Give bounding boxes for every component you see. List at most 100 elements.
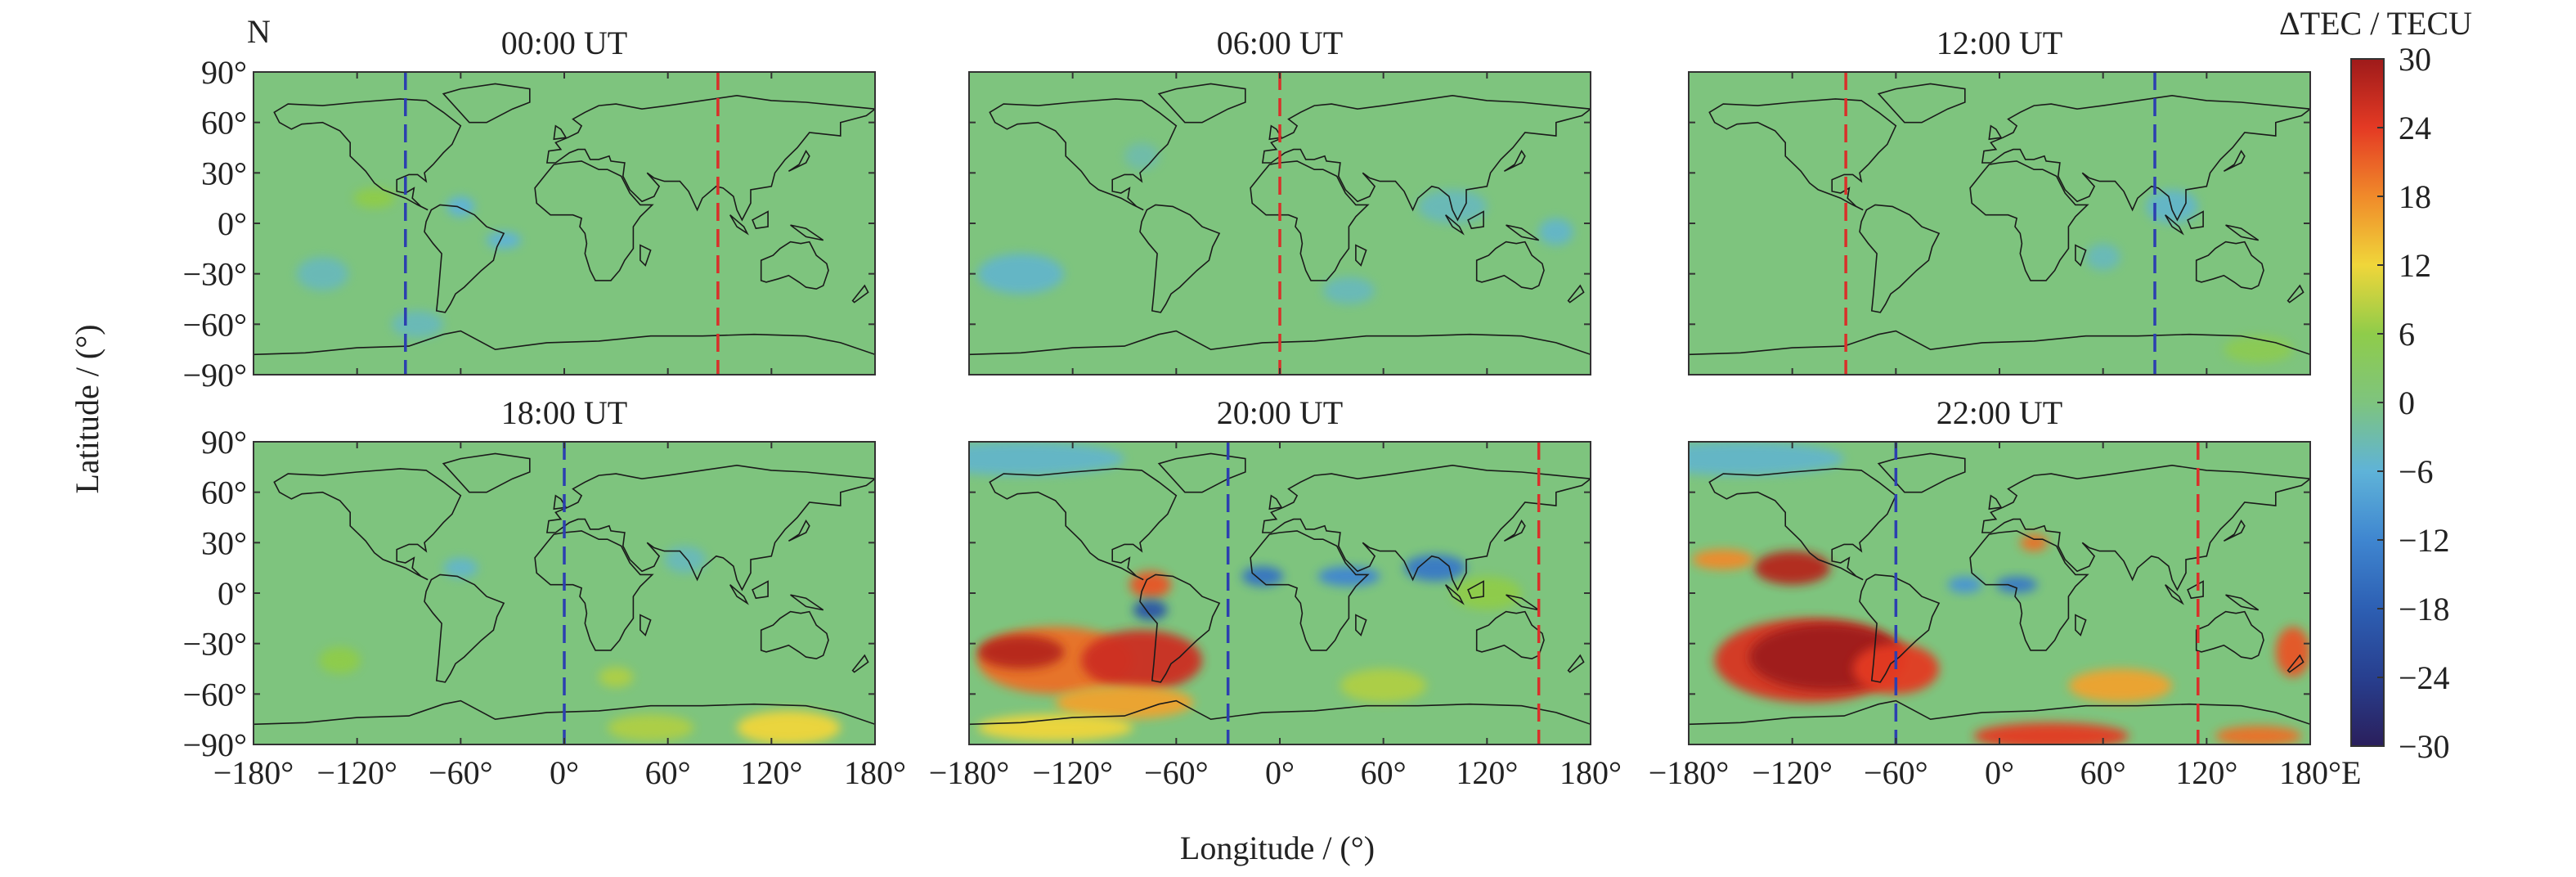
panel-title: 18:00 UT: [501, 394, 627, 431]
x-axis-label: Longitude / (°): [1180, 830, 1375, 866]
coastline: [1268, 124, 1283, 141]
coastlines: [254, 452, 875, 726]
tec-anomaly-cell: [487, 232, 522, 249]
tec-anomaly-cell: [1692, 549, 1755, 570]
x-tick-label: −180°: [1649, 754, 1730, 791]
coastline: [273, 468, 462, 581]
coastline: [1567, 654, 1585, 673]
x-tick-label: 0°: [550, 754, 579, 791]
coastline: [534, 530, 654, 651]
coastline-antarctica: [969, 330, 1591, 356]
coastline: [1969, 530, 2089, 651]
colorbar-tick-label: −18: [2399, 591, 2450, 627]
coastline: [1708, 468, 1897, 581]
colorbar-tick-label: 18: [2399, 178, 2431, 215]
x-tick-label: −60°: [429, 754, 493, 791]
coastline: [442, 83, 531, 124]
x-tick-label: 60°: [1361, 754, 1407, 791]
tec-anomaly-cell: [2068, 668, 2173, 703]
anomaly-layer: [1689, 442, 2310, 744]
coastline: [851, 654, 869, 673]
y-tick-label: −90°: [182, 357, 247, 394]
coastline: [1503, 519, 1526, 542]
x-tick-label: 120°: [2175, 754, 2237, 791]
coastline: [545, 94, 875, 222]
coastline: [553, 124, 568, 141]
y-tick-label: 90°: [201, 54, 247, 91]
tec-anomaly-cell: [391, 310, 444, 338]
tec-anomaly-cell: [1538, 218, 1573, 245]
colorbar-tick-label: −24: [2399, 659, 2450, 696]
coastline: [729, 584, 749, 605]
tec-anomaly-cell: [1241, 566, 1284, 587]
coastline-antarctica: [1689, 330, 2310, 356]
x-tick-label: −120°: [1032, 754, 1113, 791]
tec-anomaly-cell: [1417, 189, 1488, 223]
tec-anomaly-cell: [969, 442, 1124, 476]
anomaly-layer: [319, 546, 841, 744]
coastline: [640, 244, 652, 267]
coastline: [1988, 124, 2003, 141]
tec-anomaly-cell: [977, 714, 1133, 741]
coastline: [442, 452, 531, 493]
tec-anomaly-cell: [607, 714, 694, 741]
coastline: [1503, 150, 1526, 173]
tec-anomaly-cell: [2085, 243, 2120, 271]
panel-title: 06:00 UT: [1217, 25, 1343, 61]
colorbar-tick-label: −6: [2399, 453, 2434, 490]
x-tick-label: −60°: [1144, 754, 1209, 791]
coastlines: [254, 83, 875, 356]
tec-anomaly-cell: [1322, 277, 1376, 304]
panel-background: [254, 442, 875, 744]
coastline: [752, 580, 769, 600]
panel-3: 12:00 UT: [1688, 25, 2311, 376]
coastline: [788, 519, 810, 542]
coastline: [1475, 241, 1545, 290]
tec-anomaly-cell: [664, 546, 707, 573]
colorbar-tick-label: 24: [2399, 110, 2431, 146]
coastlines: [969, 452, 1591, 726]
tec-anomaly-cell: [1754, 551, 1831, 585]
tec-anomaly-cell: [1452, 576, 1522, 610]
corner-label: N: [247, 13, 271, 50]
coastline: [1268, 494, 1283, 510]
x-tick-label: 180°: [1560, 754, 1622, 791]
coastline: [2225, 224, 2260, 241]
x-tick-label: 60°: [645, 754, 691, 791]
colorbar-tick-label: 6: [2399, 316, 2415, 353]
colorbar-title: ΔTEC / TECU: [2279, 5, 2472, 42]
tec-anomaly-cell: [2275, 627, 2310, 677]
coastline-antarctica: [254, 330, 875, 356]
coastline: [1467, 580, 1484, 600]
panel-1: 00:00 UT 90° 60° 30° 0° −30° −60° −90°: [182, 25, 876, 394]
x-tick-label: 0°: [1985, 754, 2014, 791]
tec-anomaly-cell: [1689, 442, 1844, 476]
panel-5: 20:00 UT −180° −120° −60° 0° 60° 120° 180°: [929, 394, 1622, 791]
coastline: [729, 214, 749, 236]
coastline: [1467, 210, 1484, 230]
panel-background: [1689, 72, 2310, 375]
tec-anomaly-cell: [353, 187, 396, 209]
colorbar-tick-label: −30: [2399, 728, 2450, 765]
coastline-antarctica: [969, 699, 1591, 726]
coastline: [273, 98, 462, 211]
coastline: [424, 573, 505, 683]
coastline: [760, 241, 829, 290]
coastline: [1877, 452, 1966, 493]
tec-anomaly-cell: [296, 257, 349, 291]
coastline: [2075, 244, 2087, 267]
x-tick-label: 180°E: [2279, 754, 2361, 791]
tec-anomaly-cell: [443, 557, 478, 578]
coastline: [2287, 654, 2304, 673]
y-tick-label: 0°: [218, 205, 247, 242]
panel-title: 20:00 UT: [1217, 394, 1343, 431]
coastline: [545, 464, 875, 591]
tec-anomaly-cell: [977, 635, 1065, 669]
tec-anomaly-cell: [1995, 576, 2038, 593]
y-tick-label: 30°: [201, 155, 247, 191]
panel-title: 00:00 UT: [501, 25, 627, 61]
tec-anomaly-cell: [2215, 726, 2302, 744]
y-tick-label: −30°: [182, 626, 247, 663]
tec-anomaly-cell: [319, 646, 361, 674]
